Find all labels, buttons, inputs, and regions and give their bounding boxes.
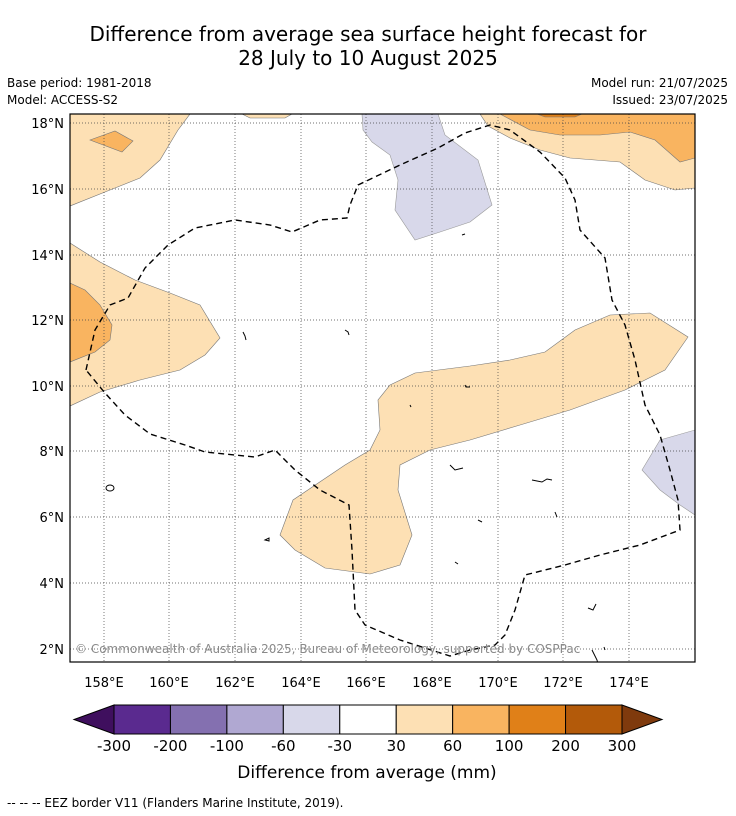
colorbar-tick-label: 200 xyxy=(551,737,580,755)
lon-label: 158°E xyxy=(84,676,124,691)
copyright-text: © Commonwealth of Australia 2025, Bureau… xyxy=(75,642,580,656)
colorbar-swatch xyxy=(508,704,567,735)
island-outline xyxy=(591,649,599,662)
lat-label: 2°N xyxy=(40,643,65,658)
colorbar-swatch xyxy=(452,704,510,735)
colorbar-swatch xyxy=(565,704,623,735)
anomaly-region-ne-60-100 xyxy=(499,114,695,163)
lon-label: 160°E xyxy=(149,676,189,691)
lon-label: 172°E xyxy=(543,676,583,691)
colorbar-swatch xyxy=(113,704,171,735)
lat-label: 4°N xyxy=(40,577,65,592)
anomaly-region-w-60-100 xyxy=(70,282,113,363)
colorbar-ticks: -300 -200 -100 -60 -30 30 60 100 200 300 xyxy=(97,737,636,755)
colorbar-swatch xyxy=(169,704,228,735)
model-name: Model: ACCESS-S2 xyxy=(7,93,119,107)
lat-label: 14°N xyxy=(31,249,64,264)
title-line-2: 28 July to 10 August 2025 xyxy=(238,46,498,70)
islands xyxy=(105,233,606,662)
lat-label: 16°N xyxy=(31,183,64,198)
anomaly-region-ne-100-200 xyxy=(536,114,583,118)
colorbar-tick-label: -200 xyxy=(153,737,187,755)
base-period: Base period: 1981-2018 xyxy=(7,76,152,90)
colorbar-tick-label: 100 xyxy=(495,737,524,755)
anomaly-region-n-30-60 xyxy=(241,114,293,119)
island-outline xyxy=(603,646,606,651)
island-outline xyxy=(531,478,553,483)
colorbar-extend-low xyxy=(72,704,115,735)
colorbar-tick-label: 300 xyxy=(608,737,637,755)
issued-date: Issued: 23/07/2025 xyxy=(612,93,728,107)
colorbar-tick-label: 30 xyxy=(387,737,406,755)
colorbar-tick-label: -300 xyxy=(97,737,131,755)
map-plot: © Commonwealth of Australia 2025, Bureau… xyxy=(70,114,695,662)
island-outline xyxy=(477,519,483,523)
island-outline xyxy=(554,511,558,518)
lon-label: 162°E xyxy=(215,676,255,691)
colorbar-tick-label: 60 xyxy=(443,737,462,755)
lon-label: 170°E xyxy=(478,676,518,691)
lon-label: 174°E xyxy=(609,676,649,691)
colorbar-swatch xyxy=(339,704,397,735)
island-outline xyxy=(263,537,270,542)
colorbar xyxy=(72,704,664,735)
lon-label: 168°E xyxy=(412,676,452,691)
colorbar-tick-label: -100 xyxy=(210,737,244,755)
island-outline xyxy=(242,331,247,341)
anomaly-region-n-neg-30-60 xyxy=(361,114,493,241)
colorbar-swatch xyxy=(395,704,454,735)
anomaly-region-nw-60-100 xyxy=(89,130,134,153)
anomaly-region-w-30-60 xyxy=(70,242,221,407)
plot-frame xyxy=(69,113,696,663)
island-outline xyxy=(449,464,464,471)
island-outline xyxy=(587,603,597,611)
lon-label: 166°E xyxy=(346,676,386,691)
island-outline xyxy=(454,561,459,565)
lat-label: 6°N xyxy=(40,511,65,526)
lon-label: 164°E xyxy=(281,676,321,691)
island-outline xyxy=(105,484,115,492)
title-line-1: Difference from average sea surface heig… xyxy=(89,22,647,46)
lat-label: 8°N xyxy=(40,445,65,460)
lat-axis: 18°N 16°N 14°N 12°N 10°N 8°N 6°N 4°N 2°N xyxy=(31,117,64,658)
colorbar-swatch xyxy=(282,704,341,735)
gridlines xyxy=(70,114,695,662)
model-run: Model run: 21/07/2025 xyxy=(590,76,728,90)
colorbar-swatch xyxy=(226,704,284,735)
meta-right: Model run: 21/07/2025 Issued: 23/07/2025 xyxy=(591,75,728,109)
anomaly-region-band-30-60 xyxy=(279,312,689,575)
lon-axis: 158°E 160°E 162°E 164°E 166°E 168°E 170°… xyxy=(84,676,649,691)
island-outline xyxy=(409,404,412,408)
map-title: Difference from average sea surface heig… xyxy=(0,22,736,70)
island-outline xyxy=(464,384,470,388)
colorbar-extend-high xyxy=(621,704,664,735)
meta-left: Base period: 1981-2018 Model: ACCESS-S2 xyxy=(7,75,152,109)
colorbar-tick-label: -30 xyxy=(328,737,353,755)
colorbar-title: Difference from average (mm) xyxy=(237,763,496,783)
lat-label: 12°N xyxy=(31,314,64,329)
island-outline xyxy=(344,329,350,336)
colorbar-tick-label: -60 xyxy=(271,737,296,755)
eez-footnote: -- -- -- EEZ border V11 (Flanders Marine… xyxy=(7,796,344,810)
lat-label: 10°N xyxy=(31,380,64,395)
island-outline xyxy=(461,233,466,236)
lat-label: 18°N xyxy=(31,117,64,132)
